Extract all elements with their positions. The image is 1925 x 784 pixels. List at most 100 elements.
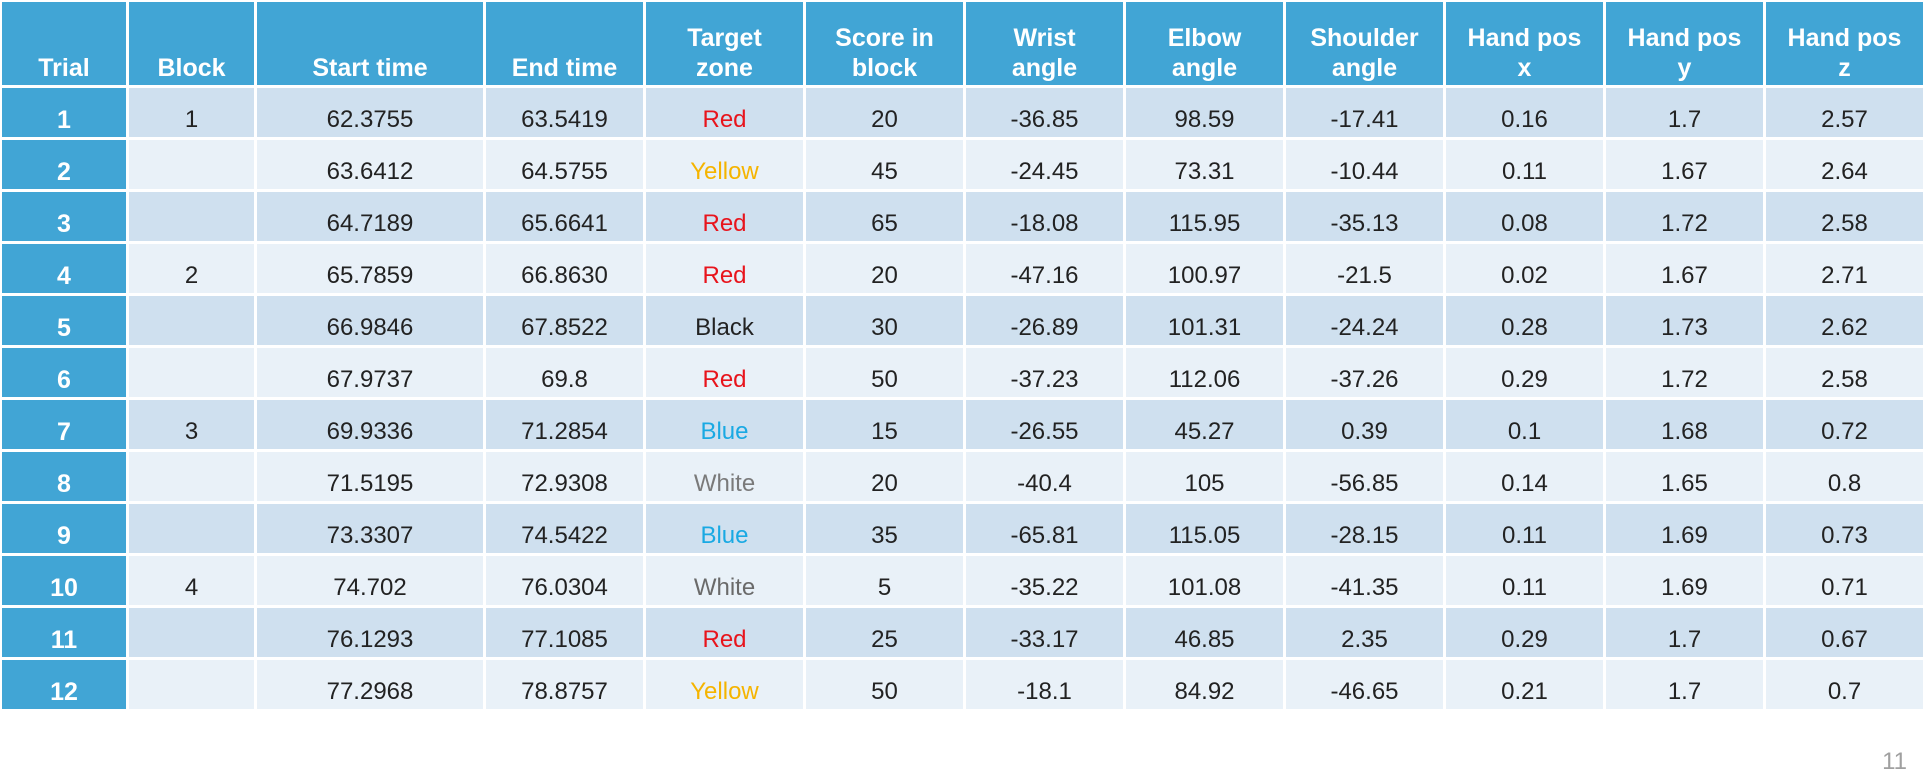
hand-pos-x-cell: 0.14 (1446, 452, 1603, 501)
elbow-angle-header: Elbow angle (1126, 2, 1283, 85)
shoulder-angle-cell: 0.39 (1286, 400, 1443, 449)
end-time-cell: 76.0304 (486, 556, 643, 605)
start-time-cell: 74.702 (257, 556, 483, 605)
block-cell: 1 (129, 88, 254, 137)
start-time-cell: 65.7859 (257, 244, 483, 293)
trial-data-table: Trial Block Start time End time Target zone Sc… (2, 2, 1923, 709)
table-row: 6 67.9737 69.8 Red 50 -37.23 112.06 -37.26 0.29 1… (2, 348, 1923, 397)
hand-pos-y-cell: 1.72 (1606, 348, 1763, 397)
wrist-angle-cell: -35.22 (966, 556, 1123, 605)
wrist-angle-cell: -26.55 (966, 400, 1123, 449)
target-zone-cell: Red (646, 88, 803, 137)
hand-pos-y-cell: 1.72 (1606, 192, 1763, 241)
score-cell: 30 (806, 296, 963, 345)
end-time-header: End time (486, 2, 643, 85)
wrist-angle-cell: -18.1 (966, 660, 1123, 709)
shoulder-angle-cell: -17.41 (1286, 88, 1443, 137)
score-cell: 50 (806, 348, 963, 397)
hand-pos-x-cell: 0.11 (1446, 556, 1603, 605)
hand-pos-x-cell: 0.21 (1446, 660, 1603, 709)
elbow-angle-cell: 112.06 (1126, 348, 1283, 397)
hand-pos-z-cell: 0.71 (1766, 556, 1923, 605)
shoulder-angle-cell: -21.5 (1286, 244, 1443, 293)
block-cell (129, 296, 254, 345)
target-zone-cell: Red (646, 192, 803, 241)
table-row: 3 64.7189 65.6641 Red 65 -18.08 115.95 -35.13 0.… (2, 192, 1923, 241)
end-time-cell: 74.5422 (486, 504, 643, 553)
hand-pos-x-cell: 0.28 (1446, 296, 1603, 345)
block-header: Block (129, 2, 254, 85)
target-zone-cell: Blue (646, 504, 803, 553)
hand-pos-x-cell: 0.11 (1446, 504, 1603, 553)
shoulder-angle-cell: -24.24 (1286, 296, 1443, 345)
hand-pos-y-cell: 1.69 (1606, 504, 1763, 553)
elbow-angle-cell: 73.31 (1126, 140, 1283, 189)
wrist-angle-cell: -37.23 (966, 348, 1123, 397)
block-cell (129, 608, 254, 657)
start-time-cell: 69.9336 (257, 400, 483, 449)
hand-pos-x-header: Hand pos x (1446, 2, 1603, 85)
hand-pos-y-cell: 1.7 (1606, 88, 1763, 137)
target-zone-cell: Yellow (646, 140, 803, 189)
hand-pos-y-cell: 1.7 (1606, 660, 1763, 709)
shoulder-angle-cell: -35.13 (1286, 192, 1443, 241)
trial-cell: 3 (2, 192, 126, 241)
trial-cell: 1 (2, 88, 126, 137)
target-zone-cell: Black (646, 296, 803, 345)
table-row: 10 4 74.702 76.0304 White 5 -35.22 101.08 -41.35… (2, 556, 1923, 605)
block-cell (129, 140, 254, 189)
trial-cell: 9 (2, 504, 126, 553)
start-time-cell: 62.3755 (257, 88, 483, 137)
shoulder-angle-cell: -10.44 (1286, 140, 1443, 189)
trial-cell: 6 (2, 348, 126, 397)
hand-pos-y-cell: 1.67 (1606, 244, 1763, 293)
trial-cell: 12 (2, 660, 126, 709)
start-time-cell: 77.2968 (257, 660, 483, 709)
hand-pos-z-cell: 2.58 (1766, 348, 1923, 397)
start-time-cell: 63.6412 (257, 140, 483, 189)
shoulder-angle-header: Shoulder angle (1286, 2, 1443, 85)
trial-cell: 5 (2, 296, 126, 345)
hand-pos-z-cell: 2.71 (1766, 244, 1923, 293)
score-cell: 20 (806, 244, 963, 293)
hand-pos-y-cell: 1.67 (1606, 140, 1763, 189)
hand-pos-z-cell: 0.67 (1766, 608, 1923, 657)
end-time-cell: 77.1085 (486, 608, 643, 657)
block-cell: 2 (129, 244, 254, 293)
end-time-cell: 64.5755 (486, 140, 643, 189)
wrist-angle-cell: -24.45 (966, 140, 1123, 189)
start-time-cell: 73.3307 (257, 504, 483, 553)
shoulder-angle-cell: -41.35 (1286, 556, 1443, 605)
target-zone-cell: Yellow (646, 660, 803, 709)
elbow-angle-cell: 84.92 (1126, 660, 1283, 709)
wrist-angle-cell: -26.89 (966, 296, 1123, 345)
hand-pos-x-cell: 0.11 (1446, 140, 1603, 189)
hand-pos-z-cell: 0.7 (1766, 660, 1923, 709)
end-time-cell: 67.8522 (486, 296, 643, 345)
score-cell: 35 (806, 504, 963, 553)
wrist-angle-cell: -47.16 (966, 244, 1123, 293)
shoulder-angle-cell: -56.85 (1286, 452, 1443, 501)
hand-pos-y-cell: 1.69 (1606, 556, 1763, 605)
hand-pos-x-cell: 0.02 (1446, 244, 1603, 293)
elbow-angle-cell: 105 (1126, 452, 1283, 501)
score-header: Score in block (806, 2, 963, 85)
hand-pos-x-cell: 0.1 (1446, 400, 1603, 449)
trial-cell: 11 (2, 608, 126, 657)
table-row: 2 63.6412 64.5755 Yellow 45 -24.45 73.31 -10.44… (2, 140, 1923, 189)
hand-pos-y-cell: 1.68 (1606, 400, 1763, 449)
start-time-cell: 71.5195 (257, 452, 483, 501)
end-time-cell: 66.8630 (486, 244, 643, 293)
elbow-angle-cell: 46.85 (1126, 608, 1283, 657)
table-row: 8 71.5195 72.9308 White 20 -40.4 105 -56.85 0.14… (2, 452, 1923, 501)
block-cell: 3 (129, 400, 254, 449)
table-row: 9 73.3307 74.5422 Blue 35 -65.81 115.05 -28.15 0… (2, 504, 1923, 553)
score-cell: 20 (806, 452, 963, 501)
target-zone-cell: Red (646, 608, 803, 657)
elbow-angle-cell: 45.27 (1126, 400, 1283, 449)
trial-cell: 7 (2, 400, 126, 449)
end-time-cell: 69.8 (486, 348, 643, 397)
hand-pos-z-cell: 2.58 (1766, 192, 1923, 241)
target-zone-cell: White (646, 452, 803, 501)
end-time-cell: 78.8757 (486, 660, 643, 709)
